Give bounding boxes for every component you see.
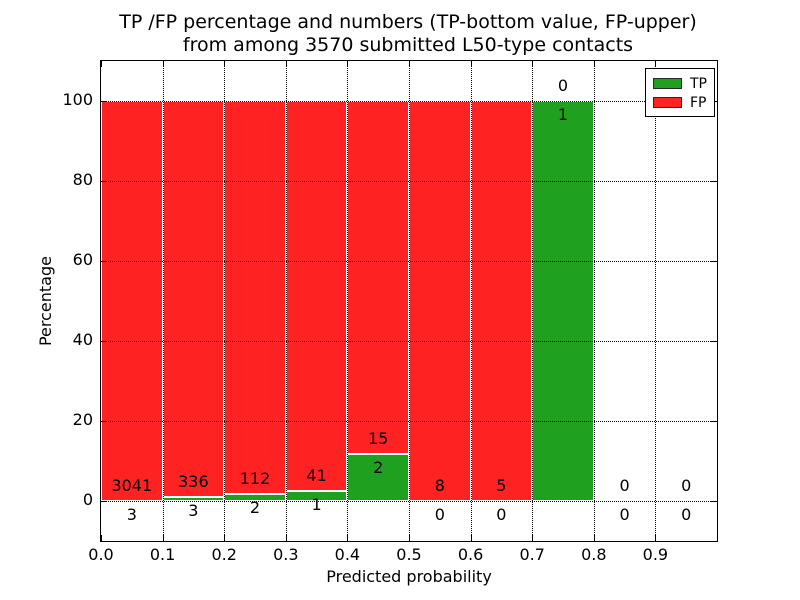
y-tick-mark bbox=[711, 340, 717, 342]
chart-title: TP /FP percentage and numbers (TP-bottom… bbox=[58, 11, 758, 57]
legend-swatch-fp-icon bbox=[653, 97, 682, 108]
y-tick-mark bbox=[101, 340, 107, 342]
tp-count-label: 0 bbox=[496, 505, 507, 524]
x-tick-mark bbox=[224, 535, 226, 541]
fp-count-label: 5 bbox=[496, 476, 507, 495]
y-tick-mark bbox=[101, 260, 107, 262]
fp-count-label: 0 bbox=[557, 76, 569, 95]
x-tick-mark bbox=[347, 535, 349, 541]
fp-count-label: 112 bbox=[239, 469, 271, 488]
bar-tp-segment bbox=[347, 453, 409, 501]
y-tick-mark bbox=[101, 100, 107, 102]
x-tick-mark bbox=[593, 61, 595, 67]
v-gridline bbox=[470, 61, 472, 541]
bar-tp-segment bbox=[532, 101, 594, 501]
x-tick-mark bbox=[655, 61, 657, 67]
x-tick-mark bbox=[101, 61, 102, 67]
y-axis-label: Percentage bbox=[36, 256, 55, 347]
bar-fp-segment bbox=[224, 101, 286, 494]
bar-fp-segment bbox=[101, 101, 163, 501]
x-tick-mark bbox=[101, 535, 102, 541]
bar-fp-segment bbox=[162, 101, 225, 498]
x-tick-label: 0.1 bbox=[149, 545, 176, 564]
x-tick-label: 0.4 bbox=[334, 545, 361, 564]
bar-fp-segment bbox=[409, 101, 471, 501]
v-gridline bbox=[347, 61, 349, 541]
legend-swatch-tp-icon bbox=[653, 78, 682, 89]
x-tick-mark bbox=[162, 61, 164, 67]
legend-item-tp: TP bbox=[653, 74, 714, 93]
x-tick-label: 0.2 bbox=[211, 545, 237, 564]
legend-label-fp: FP bbox=[690, 94, 707, 111]
tp-count-label: 0 bbox=[619, 505, 630, 524]
fp-count-label: 0 bbox=[619, 476, 630, 495]
tp-count-label: 3 bbox=[188, 501, 199, 521]
x-tick-label: 0.3 bbox=[273, 545, 299, 564]
y-tick-mark bbox=[711, 500, 717, 502]
tp-count-label: 2 bbox=[249, 498, 261, 517]
y-tick-label: 60 bbox=[72, 250, 93, 269]
v-gridline bbox=[162, 61, 164, 541]
fp-count-label: 8 bbox=[434, 476, 445, 495]
y-tick-mark bbox=[101, 180, 107, 182]
v-gridline bbox=[224, 61, 226, 541]
x-tick-mark bbox=[285, 61, 287, 67]
fp-count-label: 336 bbox=[178, 472, 209, 492]
y-tick-mark bbox=[101, 500, 107, 502]
fp-count-label: 3041 bbox=[111, 475, 153, 495]
bar-fp-segment bbox=[347, 101, 409, 454]
x-tick-mark bbox=[532, 535, 534, 541]
chart-title-line1: TP /FP percentage and numbers (TP-bottom… bbox=[119, 11, 697, 33]
v-gridline bbox=[655, 61, 657, 541]
x-tick-mark bbox=[409, 61, 410, 67]
tp-count-label: 3 bbox=[126, 504, 137, 524]
y-tick-mark bbox=[711, 180, 717, 182]
y-tick-mark bbox=[711, 420, 717, 422]
x-tick-mark bbox=[532, 61, 534, 67]
fp-count-label: 0 bbox=[681, 476, 692, 495]
legend-item-fp: FP bbox=[653, 93, 714, 112]
x-tick-label: 0.5 bbox=[396, 545, 422, 564]
chart-title-line2: from among 3570 submitted L50-type conta… bbox=[182, 34, 634, 56]
x-tick-label: 0.9 bbox=[642, 545, 669, 564]
y-tick-label: 80 bbox=[72, 170, 93, 189]
x-tick-label: 0.8 bbox=[581, 545, 607, 564]
legend: TP FP bbox=[645, 68, 715, 117]
y-tick-mark bbox=[101, 420, 107, 422]
y-tick-label: 20 bbox=[72, 410, 93, 429]
bar-fp-segment bbox=[470, 101, 533, 501]
y-tick-mark bbox=[711, 260, 717, 262]
x-tick-mark bbox=[285, 535, 287, 541]
plot-area: Percentage Predicted probability TP FP 3… bbox=[36, 60, 718, 586]
x-axis-label: Predicted probability bbox=[326, 567, 492, 586]
v-gridline bbox=[409, 61, 410, 541]
bar-fp-segment bbox=[285, 101, 348, 492]
y-tick-label: 0 bbox=[82, 490, 93, 509]
tp-count-label: 0 bbox=[434, 505, 445, 524]
tp-count-label: 0 bbox=[681, 505, 692, 524]
v-gridline bbox=[285, 61, 287, 541]
x-tick-label: 0.6 bbox=[457, 545, 484, 564]
y-tick-label: 40 bbox=[72, 330, 93, 349]
x-tick-mark bbox=[224, 61, 226, 67]
v-gridline bbox=[593, 61, 595, 541]
tp-count-label: 1 bbox=[557, 105, 569, 124]
legend-label-tp: TP bbox=[690, 75, 707, 92]
x-tick-mark bbox=[593, 535, 595, 541]
x-tick-mark bbox=[470, 535, 472, 541]
x-tick-label: 0.0 bbox=[88, 545, 114, 564]
tp-count-label: 2 bbox=[373, 457, 384, 477]
x-tick-mark bbox=[655, 535, 657, 541]
tp-count-label: 1 bbox=[311, 495, 322, 515]
fp-count-label: 15 bbox=[368, 428, 389, 448]
x-tick-mark bbox=[162, 535, 164, 541]
y-tick-label: 100 bbox=[62, 90, 93, 109]
v-gridline bbox=[532, 61, 534, 541]
x-tick-mark bbox=[409, 535, 410, 541]
fp-count-label: 41 bbox=[306, 466, 327, 486]
x-tick-mark bbox=[347, 61, 349, 67]
x-tick-label: 0.7 bbox=[519, 545, 545, 564]
x-tick-mark bbox=[470, 61, 472, 67]
